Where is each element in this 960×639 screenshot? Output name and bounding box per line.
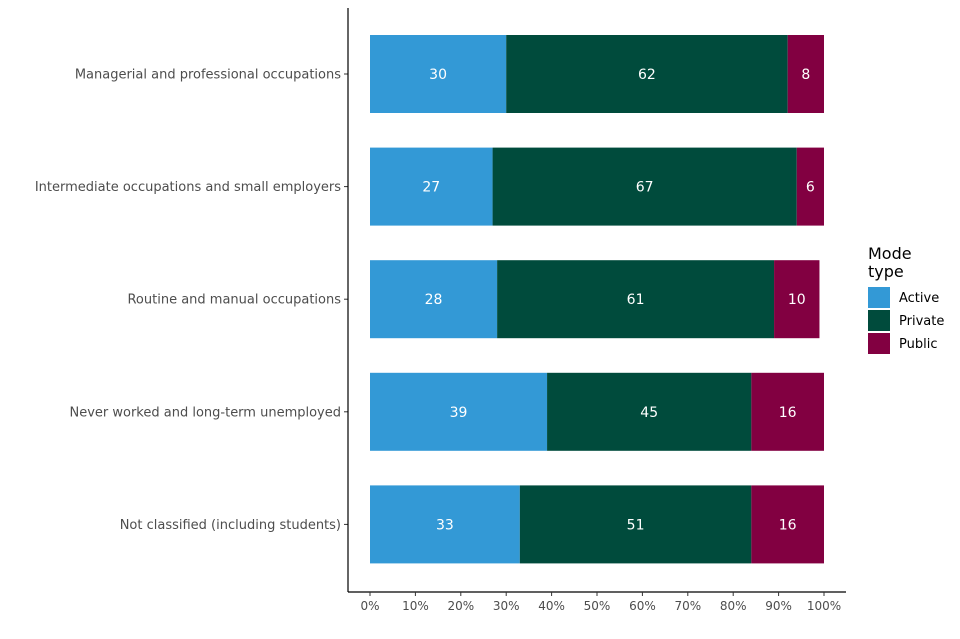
x-tick-label-50: 50% (584, 599, 611, 613)
bar-public-1 (787, 35, 824, 113)
bar-label-active-3: 28 (425, 292, 443, 308)
bar-private-2 (492, 147, 797, 226)
bar-label-active-5: 33 (436, 517, 454, 533)
bars-layer (370, 35, 824, 564)
category-label-5: Not classified (including students) (120, 518, 341, 533)
axes: 0% 10% 20% 30% 40% 50% 60% 70% 80% 90% 100% (344, 8, 846, 613)
legend-swatch-private (868, 310, 890, 331)
bar-active-3 (370, 260, 498, 339)
bar-label-public-4: 16 (779, 405, 797, 421)
bar-active-4 (370, 372, 548, 451)
bar-label-private-3: 61 (627, 292, 645, 308)
bar-label-public-2: 6 (806, 180, 815, 196)
bar-private-5 (519, 485, 752, 564)
x-tick-label-90: 90% (765, 599, 792, 613)
legend-label-private: Private (899, 314, 944, 329)
legend-title-line-2: type (868, 262, 904, 281)
x-tick-label-70: 70% (674, 599, 701, 613)
bar-label-private-1: 62 (638, 67, 656, 83)
x-tick-label-20: 20% (447, 599, 474, 613)
bar-private-4 (547, 372, 752, 451)
x-tick-label-10: 10% (402, 599, 429, 613)
bar-label-private-4: 45 (640, 405, 658, 421)
bar-active-1 (370, 35, 507, 113)
bar-private-3 (497, 260, 775, 339)
x-tick-label-60: 60% (629, 599, 656, 613)
category-label-4: Never worked and long-term unemployed (69, 405, 341, 420)
bar-label-public-5: 16 (779, 517, 797, 533)
legend-label-active: Active (899, 291, 939, 306)
bar-label-public-1: 8 (801, 67, 810, 83)
legend-title-line-1: Mode (868, 244, 912, 263)
bar-public-2 (796, 147, 824, 226)
x-tick-label-0: 0% (360, 599, 379, 613)
bar-label-public-3: 10 (788, 292, 806, 308)
category-label-2: Intermediate occupations and small emplo… (35, 180, 341, 195)
bar-label-private-2: 67 (636, 180, 654, 196)
bar-label-active-2: 27 (422, 180, 440, 196)
bar-public-5 (751, 485, 824, 564)
bar-label-active-1: 30 (429, 67, 447, 83)
category-labels: Managerial and professional occupations I… (35, 68, 341, 533)
bar-public-3 (774, 260, 820, 339)
legend-label-public: Public (899, 337, 937, 352)
category-label-1: Managerial and professional occupations (75, 68, 341, 83)
bar-active-2 (370, 147, 493, 226)
bar-label-private-5: 51 (627, 517, 645, 533)
bar-private-1 (506, 35, 788, 113)
bar-label-active-4: 39 (450, 405, 468, 421)
bar-public-4 (751, 372, 824, 451)
legend-swatch-active (868, 287, 890, 308)
x-tick-label-40: 40% (538, 599, 565, 613)
bar-active-5 (370, 485, 520, 564)
x-tick-label-30: 30% (493, 599, 520, 613)
legend-swatch-public (868, 333, 890, 354)
x-tick-label-80: 80% (720, 599, 747, 613)
x-tick-label-100: 100% (807, 599, 841, 613)
category-label-3: Routine and manual occupations (127, 293, 341, 308)
